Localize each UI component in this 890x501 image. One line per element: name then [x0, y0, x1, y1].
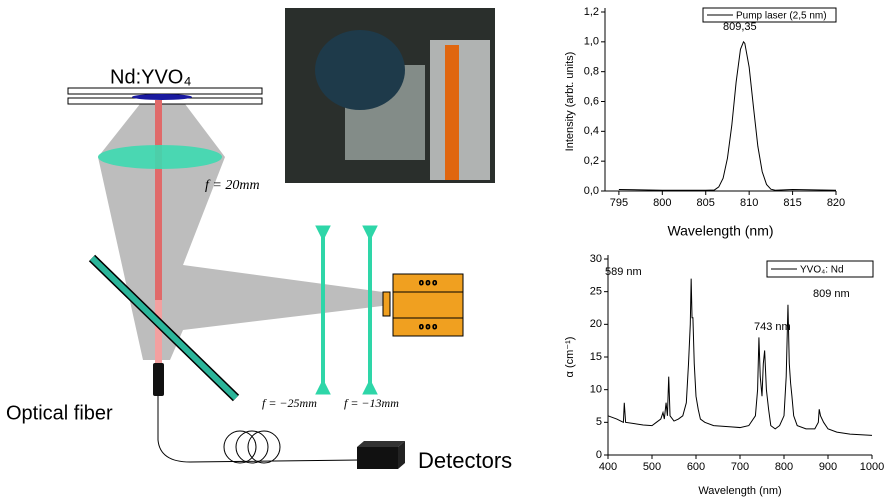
- y-tick-label: 0,8: [584, 66, 599, 78]
- x-tick-label: 800: [653, 197, 671, 209]
- y-tick-label: 15: [590, 351, 602, 363]
- x-axis-label: Wavelength (nm): [667, 223, 773, 239]
- lens-label: f = −13mm: [344, 396, 399, 410]
- x-tick-label: 600: [687, 461, 705, 473]
- photo: [285, 8, 495, 183]
- crystal-label: Nd:YVO₄: [110, 66, 192, 88]
- fiber: [157, 396, 361, 463]
- x-tick-label: 815: [783, 197, 801, 209]
- y-tick-label: 0,2: [584, 155, 599, 167]
- detector-label: Detectors: [418, 448, 512, 473]
- y-tick-label: 10: [590, 384, 602, 396]
- lens: [98, 145, 222, 169]
- pump-beam: [155, 100, 162, 300]
- series-line: [607, 278, 873, 436]
- x-tick-label: 700: [731, 461, 749, 473]
- x-tick-label: 900: [819, 461, 837, 473]
- annotation: 589 nm: [605, 266, 642, 278]
- legend-label: Pump laser (2,5 nm): [736, 11, 827, 22]
- crystal-plate: [67, 87, 263, 95]
- crystal: [132, 94, 192, 100]
- x-axis-label: Wavelength (nm): [698, 485, 781, 497]
- svg-text:o o o: o o o: [419, 322, 437, 331]
- lens-label: f = 20mm: [205, 178, 260, 193]
- svg-text:o o o: o o o: [419, 278, 437, 287]
- y-axis-label: Intensity (arbt. units): [564, 52, 576, 152]
- y-tick-label: 5: [596, 416, 602, 428]
- y-tick-label: 20: [590, 318, 602, 330]
- pump-beam: [155, 300, 162, 365]
- y-tick-label: 1,0: [584, 36, 599, 48]
- x-tick-label: 810: [740, 197, 758, 209]
- mirror: [89, 255, 239, 401]
- x-tick-label: 1000: [860, 461, 884, 473]
- x-tick-label: 500: [643, 461, 661, 473]
- camera: o o o o o o: [382, 273, 464, 337]
- detector: [357, 441, 405, 469]
- x-tick-label: 795: [610, 197, 628, 209]
- y-tick-label: 25: [590, 286, 602, 298]
- series-line: [618, 40, 837, 191]
- fiber-connector: [153, 363, 164, 396]
- lens-label: f = −25mm: [262, 396, 317, 410]
- annotation: 809,35: [723, 21, 757, 33]
- legend-box: [766, 260, 874, 278]
- diagram: o o o o o o Nd:YVO₄ f = 20mm f = −25mm f…: [6, 8, 512, 473]
- legend-label: YVO₄: Nd: [800, 265, 844, 276]
- annotation: 743 nm: [754, 321, 791, 333]
- y-tick-label: 0,6: [584, 95, 599, 107]
- y-axis-label: α (cm⁻¹): [564, 337, 576, 378]
- x-tick-label: 820: [827, 197, 845, 209]
- annotation: 809 nm: [813, 288, 850, 300]
- y-tick-label: 1,2: [584, 6, 599, 18]
- y-tick-label: 0: [596, 449, 602, 461]
- x-tick-label: 800: [775, 461, 793, 473]
- x-tick-label: 400: [599, 461, 617, 473]
- legend-box: [702, 7, 837, 23]
- y-tick-label: 0,0: [584, 185, 599, 197]
- x-tick-label: 805: [697, 197, 715, 209]
- concave-lens: [315, 225, 378, 395]
- y-tick-label: 30: [590, 253, 602, 265]
- fiber-coil: [223, 430, 281, 464]
- y-tick-label: 0,4: [584, 125, 599, 137]
- fiber-label: Optical fiber: [6, 402, 113, 424]
